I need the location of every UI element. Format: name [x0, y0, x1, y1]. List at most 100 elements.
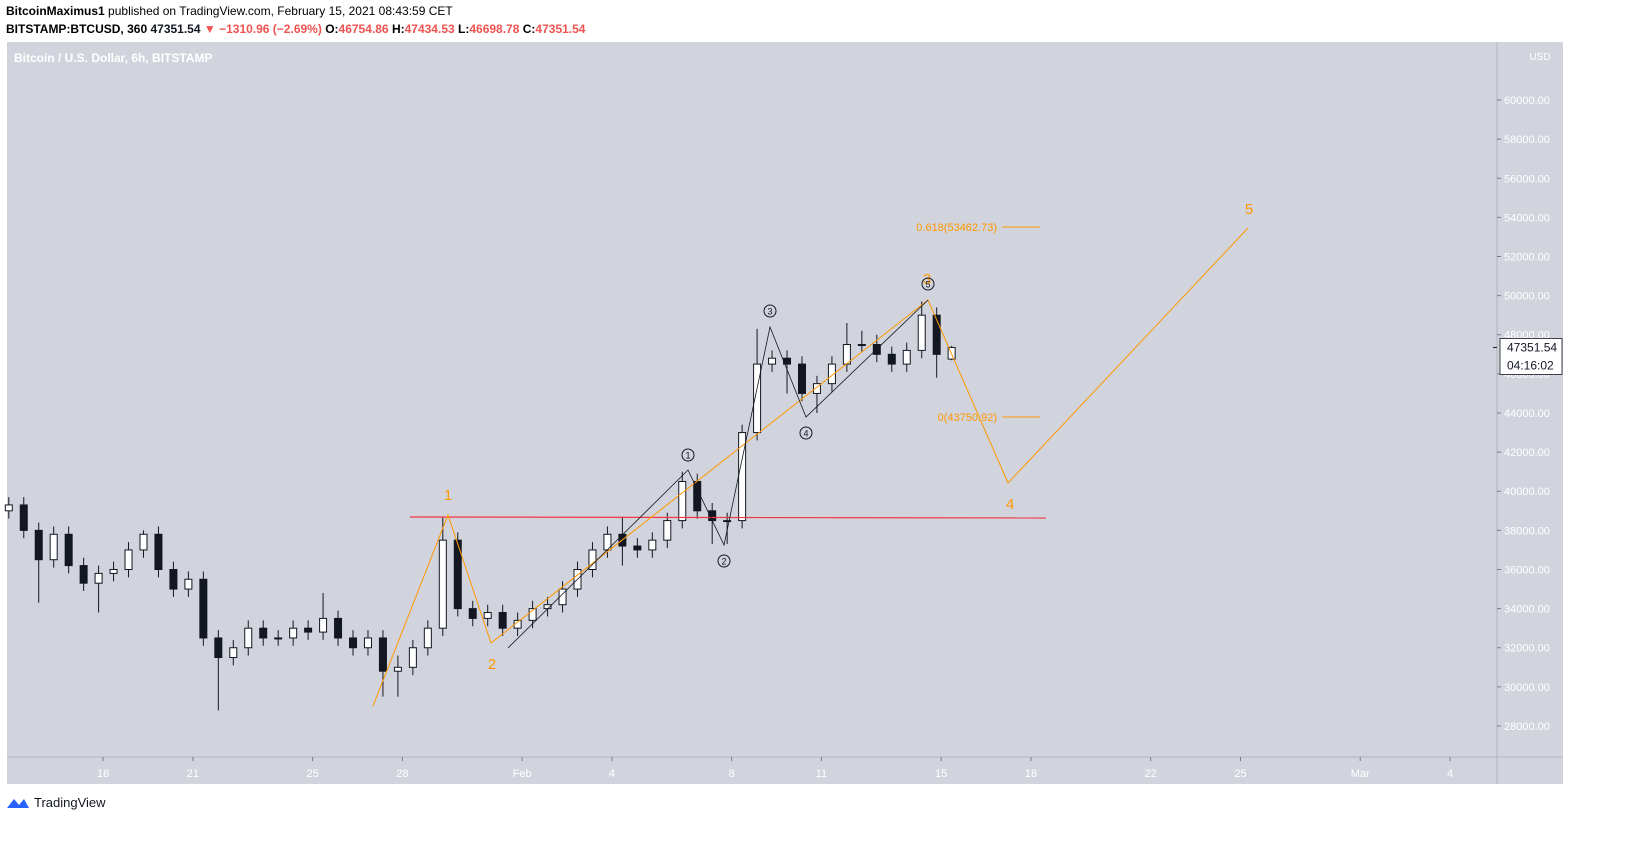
candle-body	[139, 533, 148, 551]
countdown: 04:16:02	[1507, 358, 1554, 372]
x-tick-label: 22	[1145, 768, 1157, 780]
subwave-circle	[921, 277, 935, 291]
y-tick-label: 32000.00	[1504, 643, 1550, 655]
y-tick-label: 46000.00	[1504, 369, 1550, 381]
candle-body	[244, 627, 253, 649]
brand: TradingView	[34, 795, 106, 810]
x-tick-label: 8	[729, 768, 735, 780]
ohlc-value: 46754.86	[338, 22, 389, 36]
candle-body	[349, 637, 358, 649]
y-tick-label: 58000.00	[1504, 134, 1550, 146]
ohlc-value: 46698.78	[469, 22, 520, 36]
chart-title: Bitcoin / U.S. Dollar, 6h, BITSTAMP	[14, 51, 212, 65]
y-tick-label: 56000.00	[1504, 173, 1550, 185]
wave-label: 2	[488, 656, 496, 673]
currency: USD	[1529, 52, 1550, 63]
y-tick-label: 54000.00	[1504, 212, 1550, 224]
candle-body	[603, 533, 612, 551]
subwave-circle	[763, 304, 777, 318]
candle-body	[827, 363, 836, 385]
candle-body	[738, 432, 747, 522]
candle-body	[917, 314, 926, 351]
brand-logo	[7, 798, 29, 808]
candle-body	[109, 568, 118, 574]
symbol: BITSTAMP:BTCUSD, 360	[6, 22, 148, 36]
last-price-box	[1499, 338, 1563, 375]
candle-body	[648, 539, 657, 551]
header-line-2: BITSTAMP:BTCUSD, 360 47351.54 ▼ −1310.96…	[6, 22, 585, 36]
candle-body	[708, 510, 717, 522]
subwave-label: 2	[721, 557, 726, 567]
candle-body	[857, 344, 866, 347]
subwave-label: 1	[685, 451, 690, 461]
candle-body	[902, 349, 911, 365]
ohlc-key: H:	[391, 22, 405, 36]
candle-body	[34, 529, 43, 561]
ohlc-key: L:	[458, 22, 470, 36]
candle-body	[633, 545, 642, 551]
candle-body	[678, 480, 687, 522]
subwave-path	[507, 299, 929, 649]
candles	[4, 301, 956, 711]
fib-label: 0(43750.92)	[938, 412, 997, 424]
candle-body	[797, 363, 806, 394]
candle-body	[304, 627, 313, 633]
y-tick-label: 44000.00	[1504, 408, 1550, 420]
candle-body	[408, 647, 417, 668]
y-axis-area	[1497, 42, 1563, 784]
x-tick-label: 4	[1447, 768, 1453, 780]
candle-body	[378, 637, 387, 672]
ohlc-key: O:	[325, 22, 339, 36]
candle-body	[154, 533, 163, 570]
candle-body	[79, 565, 88, 584]
candle-body	[723, 520, 732, 523]
ohlc: O:46754.86 H:47434.53 L:46698.78 C:47351…	[325, 22, 585, 36]
candle-body	[393, 666, 402, 672]
x-tick-label: 4	[609, 768, 615, 780]
x-tick-label: 18	[97, 768, 109, 780]
candle-body	[259, 627, 268, 639]
candle-body	[932, 314, 941, 355]
x-tick-label: 15	[935, 768, 947, 780]
wave-label: 5	[1245, 201, 1253, 218]
x-tick-label: 11	[816, 768, 827, 780]
candle-body	[753, 363, 762, 434]
x-tick-label: 21	[187, 768, 199, 780]
candle-body	[438, 539, 447, 629]
y-tick-label: 40000.00	[1504, 486, 1550, 498]
candle-body	[588, 549, 597, 570]
wave-path	[372, 227, 1249, 707]
wave-label: 1	[444, 487, 452, 504]
footer: TradingView	[6, 795, 106, 810]
candle-body	[768, 357, 777, 365]
candle-body	[663, 520, 672, 541]
candle-body	[573, 568, 582, 590]
wave-label: 4	[1006, 496, 1014, 513]
candle-body	[812, 383, 821, 394]
candle-body	[513, 619, 522, 629]
y-tick-label: 52000.00	[1504, 252, 1550, 264]
subwave-label: 4	[803, 429, 808, 439]
last-price-label: 47351.54	[1507, 340, 1557, 354]
candle-body	[887, 353, 896, 365]
author: BitcoinMaximus1	[6, 4, 105, 18]
x-axis-area	[7, 757, 1497, 784]
support-line	[409, 516, 1047, 519]
candle-body	[498, 612, 507, 629]
candle-body	[229, 647, 238, 659]
candle-body	[274, 637, 283, 640]
candle-body	[64, 533, 73, 567]
candle-body	[453, 539, 462, 610]
candle-body	[94, 572, 103, 584]
y-tick-label: 28000.00	[1504, 721, 1550, 733]
y-tick-label: 30000.00	[1504, 682, 1550, 694]
x-tick-label: Mar	[1351, 768, 1370, 780]
candle-body	[334, 617, 343, 639]
candle-body	[543, 604, 552, 610]
candle-body	[947, 346, 956, 360]
candle-body	[199, 578, 208, 639]
candle-body	[558, 588, 567, 606]
change: ▼ −1310.96 (−2.69%)	[203, 22, 322, 36]
annotations: 1 2 3 4 5 1 2 3 4 5 0.618(53462.73) 0(43750.92)	[444, 201, 1253, 673]
